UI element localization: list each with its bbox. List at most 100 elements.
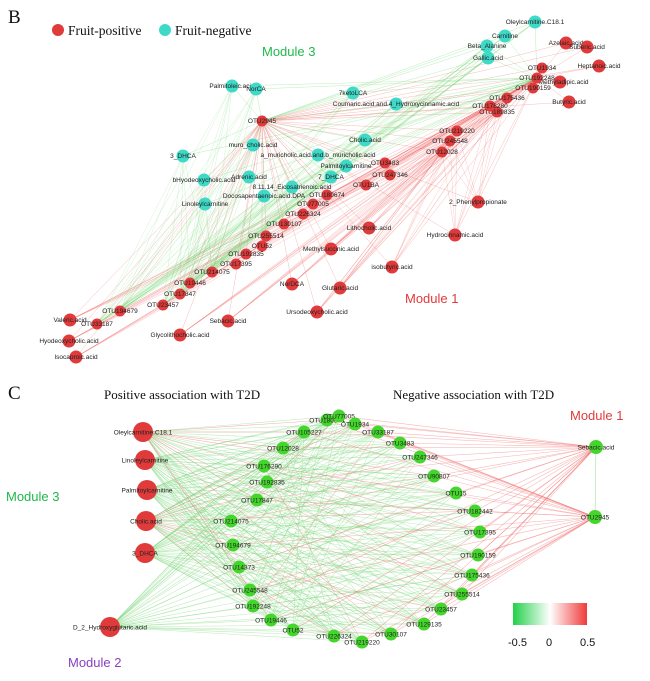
panel-c-node-label: OTU14373	[223, 564, 255, 571]
panel-b-edge	[291, 111, 498, 285]
panel-b-edge	[261, 120, 332, 178]
panel-b-node-ursodeoxycholic-acid	[310, 305, 324, 319]
panel-b-edge	[263, 77, 538, 197]
panel-b-edge	[189, 203, 206, 284]
panel-b-edge	[391, 151, 443, 268]
panel-b-node-palmitoleic-acid	[225, 79, 239, 93]
panel-c-edge	[333, 516, 596, 637]
panel-c-edge	[109, 431, 305, 628]
panel-c-edge	[238, 566, 392, 635]
panel-c-edge	[144, 459, 335, 637]
panel-c-edge	[145, 481, 268, 522]
panel-c-edge	[292, 446, 597, 631]
panel-b-label: B	[8, 7, 21, 28]
panel-c-edge	[292, 492, 457, 631]
panel-b-edge	[391, 105, 491, 268]
panel-c-edge	[423, 446, 597, 625]
panel-c-edge	[270, 619, 425, 625]
panel-b-edge	[454, 111, 498, 236]
panel-b-edge	[96, 92, 354, 325]
panel-c-edge	[326, 419, 596, 518]
panel-b-edge	[211, 176, 250, 273]
panel-c-edge	[146, 465, 265, 491]
panel-b-edge	[179, 186, 293, 295]
panel-c-edge	[144, 459, 251, 591]
panel-c-edge	[146, 481, 268, 491]
panel-b-edge	[261, 101, 570, 122]
panel-c-edge	[142, 431, 435, 477]
panel-b-edge	[261, 67, 543, 122]
panel-c-edge	[263, 465, 363, 643]
panel-b-edge	[211, 88, 257, 273]
panel-c-edge	[477, 516, 596, 556]
panel-b-node-label: OTU1934	[528, 65, 557, 72]
panel-b-edge	[211, 176, 332, 273]
panel-b-edge	[96, 154, 319, 325]
panel-b-edge	[179, 155, 184, 295]
panel-c-edge	[292, 531, 481, 631]
panel-b-edge	[69, 120, 263, 321]
panel-c-edge	[282, 447, 392, 635]
panel-b-edge	[261, 120, 328, 196]
panel-b-edge	[261, 120, 386, 164]
panel-b-edge	[261, 120, 451, 142]
panel-c-edge	[419, 446, 597, 458]
panel-b-node-label: Carnitine	[492, 33, 518, 40]
panel-b-edge	[211, 144, 254, 273]
panel-c-edge	[238, 566, 335, 637]
panel-b-node-glutaric-acid	[333, 281, 347, 295]
panel-b-edge	[162, 155, 184, 306]
panel-b-edge	[96, 195, 265, 325]
panel-b-edge	[211, 35, 506, 273]
panel-c-edge	[144, 520, 232, 554]
panel-c-edge	[144, 492, 457, 554]
panel-b-node-label: OTU226324	[285, 211, 321, 218]
panel-c-edge	[146, 489, 294, 631]
panel-c-edge	[266, 481, 481, 533]
panel-b-edge	[119, 176, 250, 312]
panel-c-label: C	[8, 383, 21, 404]
panel-b-edge	[119, 155, 184, 312]
panel-b-edge	[261, 45, 488, 122]
panel-c-edge	[146, 489, 442, 610]
panel-c-edge	[146, 489, 392, 635]
panel-b-edge	[330, 111, 498, 250]
panel-c-edge	[266, 481, 442, 610]
panel-b-node-label: OTU12028	[426, 149, 458, 156]
panel-b-edge	[119, 120, 263, 312]
panel-b-node-label: Palmitoleic.acid	[209, 83, 255, 90]
panel-b-node-carnitine	[498, 29, 512, 43]
panel-b-edge	[189, 165, 347, 284]
panel-c-edge	[145, 520, 335, 637]
panel-b-edge	[189, 195, 265, 284]
panel-c-edge	[292, 608, 442, 631]
panel-b-node-label: OTU175436	[489, 95, 525, 102]
panel-c-node-otu15	[449, 486, 463, 500]
panel-c-edge	[232, 510, 476, 546]
panel-c-node-otu176290	[257, 459, 271, 473]
panel-b-node-otu226324	[297, 208, 309, 220]
panel-c-edge	[461, 446, 597, 595]
panel-b-edge	[536, 77, 570, 103]
panel-c-node-label: OTU182442	[457, 508, 493, 515]
panel-c-edge	[377, 431, 597, 448]
panel-b-node-otu2945	[256, 115, 268, 127]
panel-b-edge	[211, 154, 319, 273]
panel-c-edge	[109, 492, 457, 628]
panel-b-node-label: Heptanoic.acid	[578, 63, 621, 70]
panel-c-node-otu1934	[348, 417, 362, 431]
panel-b-node-label: OTU214075	[194, 269, 230, 276]
panel-c-node-otu192835	[260, 475, 274, 489]
panel-c-node-3-dhca	[135, 543, 155, 563]
panel-b-edge	[189, 186, 293, 284]
panel-b-node-beta-alanine	[480, 39, 494, 53]
panel-c-edge	[282, 447, 442, 610]
panel-b-edge	[227, 120, 263, 322]
panel-c-edge	[109, 431, 379, 628]
panel-b-edge	[96, 103, 397, 325]
panel-c-edge	[419, 456, 596, 518]
legend-negative-label: Fruit-negative	[175, 23, 251, 38]
panel-c-edge	[256, 499, 463, 595]
panel-b-edge	[96, 155, 184, 325]
panel-c-edge	[282, 447, 481, 533]
